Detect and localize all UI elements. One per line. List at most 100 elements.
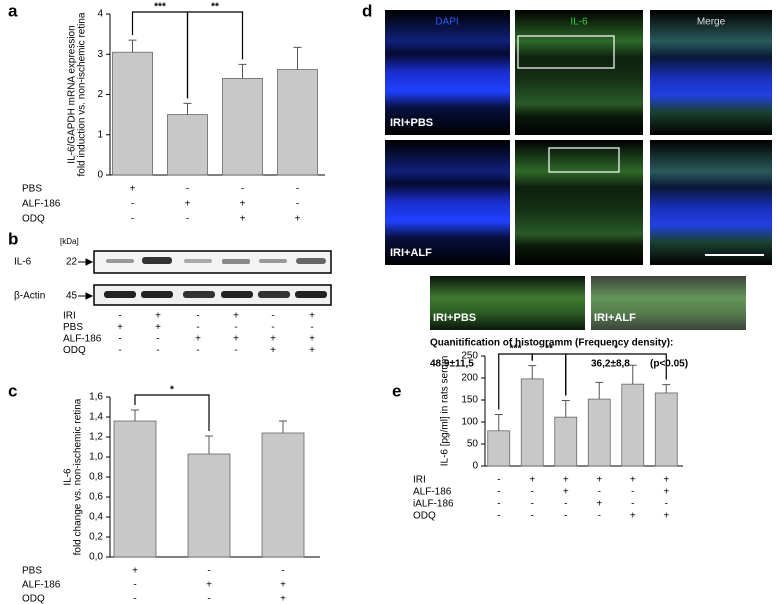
condition-mark: +	[155, 311, 161, 322]
condition-mark: +	[270, 334, 276, 345]
significance-bracket	[134, 394, 210, 431]
condition-mark: +	[309, 334, 315, 345]
condition-label: ALF-186	[413, 487, 452, 498]
zoom-label: IRI+PBS	[433, 312, 476, 324]
row-label: IRI+PBS	[390, 117, 433, 129]
panel-letter: b	[8, 229, 18, 248]
kda-header: [kDa]	[60, 237, 79, 246]
condition-mark: +	[630, 475, 636, 486]
condition-mark: -	[598, 511, 601, 522]
bar	[113, 420, 157, 558]
condition-label: PBS	[63, 322, 83, 333]
condition-mark: +	[529, 475, 535, 486]
significance-bracket	[565, 353, 667, 396]
y-tick-label: 1	[97, 129, 103, 140]
y-axis-label: fold induction vs. non-ischemic retina	[77, 12, 88, 176]
error-bar	[494, 414, 503, 431]
condition-label: ODQ	[63, 345, 86, 356]
condition-mark: -	[281, 566, 284, 577]
panel-letter: c	[8, 381, 17, 400]
condition-mark: -	[531, 487, 534, 498]
quant-value: 36,2±8,8	[591, 359, 630, 370]
condition-mark: -	[564, 511, 567, 522]
condition-mark: -	[531, 511, 534, 522]
band-kda: 22	[66, 257, 78, 268]
condition-mark: -	[241, 184, 244, 195]
condition-label: iALF-186	[413, 499, 454, 510]
bar	[187, 453, 231, 558]
condition-mark: -	[310, 322, 313, 333]
condition-mark: -	[234, 345, 237, 356]
condition-mark: -	[186, 214, 189, 225]
condition-mark: -	[156, 334, 159, 345]
condition-mark: +	[233, 334, 239, 345]
condition-mark: -	[118, 345, 121, 356]
error-bar	[595, 381, 604, 400]
condition-mark: -	[207, 566, 210, 577]
condition-mark: +	[280, 580, 286, 591]
condition-mark: -	[497, 487, 500, 498]
condition-mark: +	[295, 214, 301, 225]
y-tick-label: 100	[461, 417, 478, 428]
condition-mark: -	[131, 214, 134, 225]
condition-mark: +	[563, 487, 569, 498]
condition-mark: -	[196, 311, 199, 322]
y-axis-label: IL-6/GAPDH mRNA expression	[67, 25, 78, 163]
significance-label: *	[170, 385, 174, 396]
bar	[654, 392, 678, 467]
y-tick-label: 200	[461, 373, 478, 384]
zoom-label: IRI+ALF	[594, 312, 636, 324]
condition-mark: +	[240, 199, 246, 210]
condition-mark: +	[630, 511, 636, 522]
condition-mark: +	[240, 214, 246, 225]
y-tick-label: 0,4	[89, 512, 103, 523]
condition-mark: -	[156, 345, 159, 356]
error-bar	[528, 365, 537, 379]
bar	[222, 78, 263, 176]
condition-mark: -	[271, 322, 274, 333]
condition-label: IRI	[413, 475, 426, 486]
p-value: (p<0.05)	[650, 359, 688, 370]
significance-bracket	[186, 11, 244, 99]
y-tick-label: 1,0	[89, 452, 103, 463]
column-header: IL-6	[570, 17, 588, 28]
condition-mark: -	[497, 511, 500, 522]
condition-mark: -	[631, 499, 634, 510]
condition-label: ODQ	[22, 594, 45, 604]
condition-mark: +	[596, 475, 602, 486]
panel-letter: a	[8, 1, 18, 20]
bar	[277, 69, 318, 176]
error-bar	[628, 364, 637, 385]
y-tick-label: 2	[97, 89, 103, 100]
condition-label: ALF-186	[63, 334, 102, 345]
row-label: IRI+ALF	[390, 247, 432, 259]
condition-mark: +	[233, 311, 239, 322]
condition-mark: -	[234, 322, 237, 333]
panel-letter: e	[392, 381, 401, 400]
condition-mark: -	[133, 580, 136, 591]
condition-mark: -	[296, 199, 299, 210]
y-tick-label: 1,4	[89, 412, 103, 423]
quant-title: Quanitification of histogramm (Frequency…	[430, 338, 673, 349]
error-bar	[131, 409, 139, 421]
condition-mark: +	[663, 475, 669, 486]
y-tick-label: 3	[97, 49, 103, 60]
y-axis-label: IL-6 [pg/ml] in rats serum	[440, 356, 451, 467]
error-bar	[662, 384, 671, 393]
bar	[112, 51, 153, 176]
condition-label: ODQ	[413, 511, 436, 522]
condition-mark: -	[598, 487, 601, 498]
micrographs	[385, 10, 772, 330]
error-bar	[205, 435, 213, 454]
significance-label: ***	[154, 2, 166, 13]
condition-mark: +	[309, 311, 315, 322]
condition-mark: -	[665, 499, 668, 510]
condition-mark: +	[195, 334, 201, 345]
condition-mark: +	[663, 487, 669, 498]
condition-label: IRI	[63, 311, 76, 322]
y-tick-label: 0,0	[89, 552, 103, 563]
error-bar	[279, 420, 287, 433]
condition-mark: -	[531, 499, 534, 510]
significance-label: **	[211, 2, 219, 13]
